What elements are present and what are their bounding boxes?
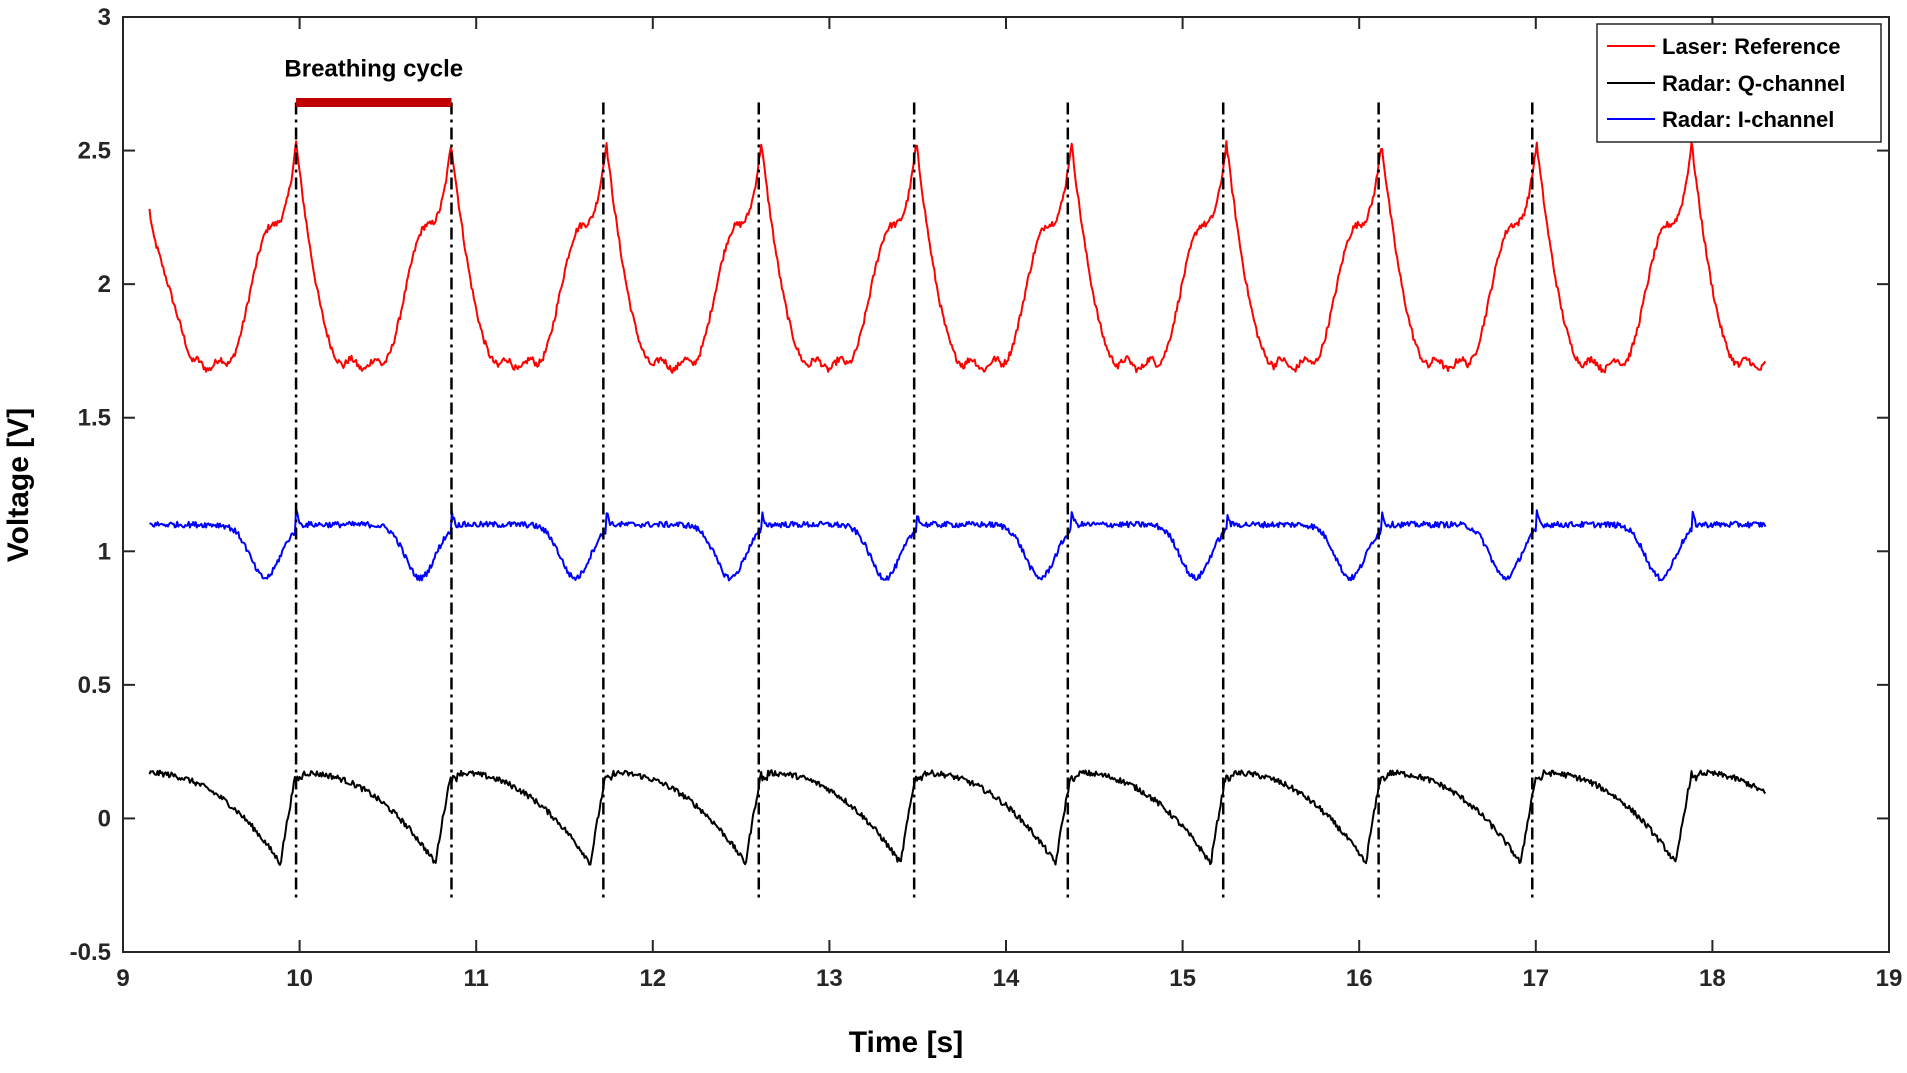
y-tick-label: 1.5 [78, 405, 111, 432]
series-line-1 [148, 769, 1767, 866]
y-axis-ticks: -0.5 0 0.5 1 1.5 2 2.5 3 [70, 4, 1889, 966]
series-line-2 [149, 508, 1767, 582]
legend-label-laser: Laser: Reference [1662, 34, 1841, 59]
cycle-markers [294, 102, 1534, 899]
breathing-cycle-label: Breathing cycle [284, 55, 463, 82]
y-tick-label: 0 [98, 805, 111, 832]
legend-label-i-channel: Radar: I-channel [1662, 107, 1834, 132]
x-tick-label: 13 [816, 965, 843, 992]
x-tick-label: 18 [1699, 965, 1726, 992]
breathing-cycle-annotation: Breathing cycle [284, 55, 463, 107]
y-axis-label: Voltage [V] [2, 408, 35, 562]
x-tick-label: 11 [464, 965, 489, 992]
x-tick-label: 16 [1346, 965, 1373, 992]
y-tick-label: 2.5 [78, 138, 111, 165]
legend: Laser: Reference Radar: Q-channel Radar:… [1596, 23, 1882, 143]
x-axis-ticks: 9 10 11 12 13 14 15 16 17 18 19 [116, 17, 1902, 992]
y-tick-label: -0.5 [70, 939, 111, 966]
x-tick-label: 15 [1169, 965, 1196, 992]
series-layer [148, 140, 1767, 866]
y-tick-label: 2 [98, 271, 111, 298]
y-tick-label: 0.5 [78, 672, 111, 699]
legend-label-q-channel: Radar: Q-channel [1662, 71, 1845, 96]
x-tick-label: 9 [116, 965, 129, 992]
x-tick-label: 19 [1876, 965, 1903, 992]
x-tick-label: 12 [639, 965, 666, 992]
x-tick-label: 14 [993, 965, 1020, 992]
plot-frame [122, 16, 1890, 953]
x-tick-label: 17 [1522, 965, 1549, 992]
x-axis-label: Time [s] [849, 1026, 963, 1059]
series-line-0 [148, 140, 1767, 374]
y-tick-label: 1 [98, 538, 111, 565]
x-tick-label: 10 [286, 965, 313, 992]
y-tick-label: 3 [98, 4, 111, 31]
